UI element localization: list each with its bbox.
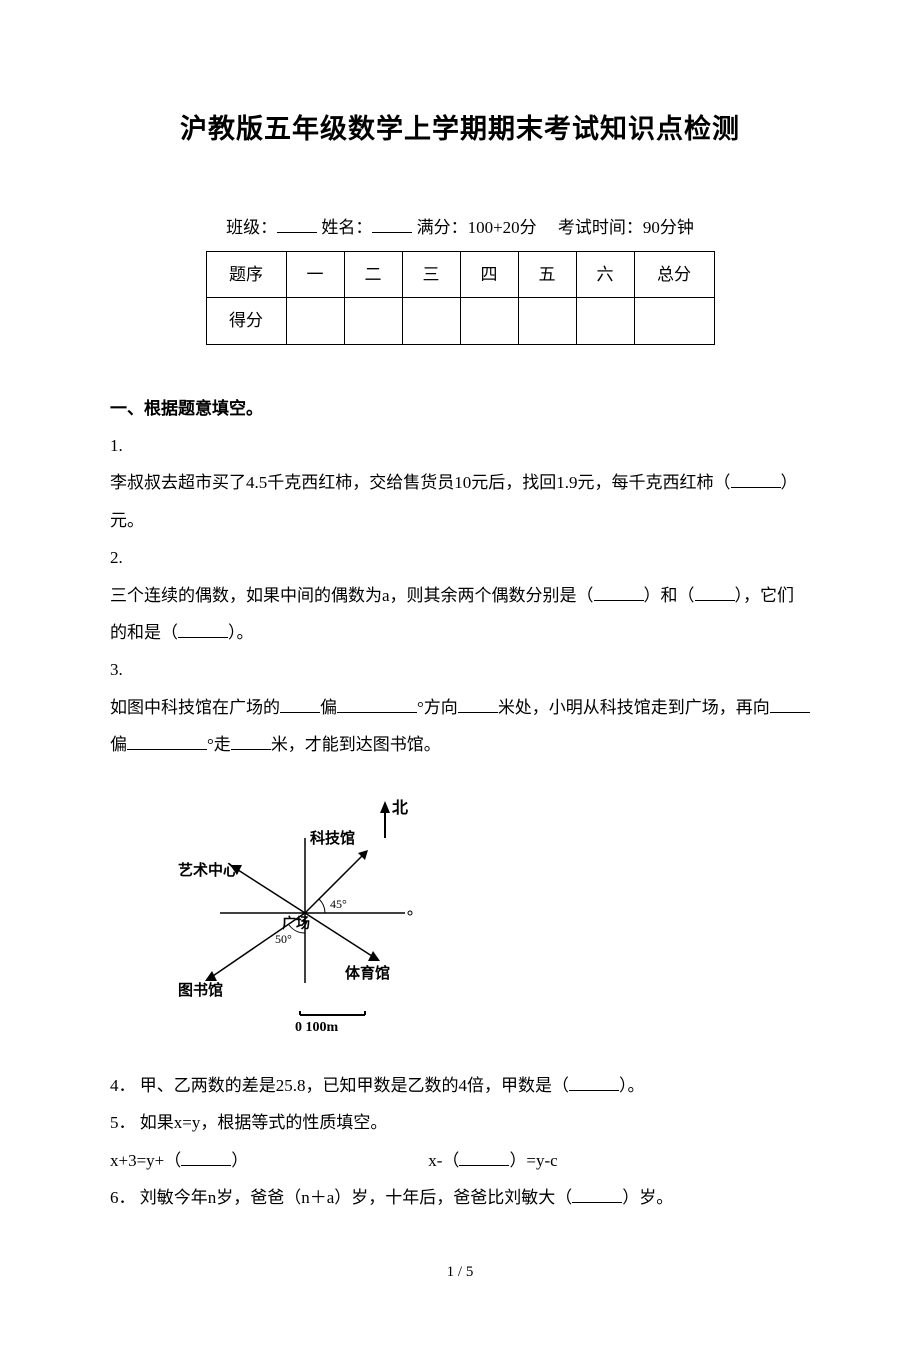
q2-blank-1 (594, 584, 644, 601)
q3-blank-2 (337, 696, 417, 713)
eq2-b: ）=y-c (509, 1151, 557, 1170)
fullscore-value: 100+20分 (468, 218, 537, 237)
q2-text-b: ）和（ (644, 586, 695, 605)
table-row: 得分 (206, 298, 714, 344)
q3-text-g: 米，才能到达图书馆。 (271, 735, 441, 754)
score-cell (634, 298, 714, 344)
table-row: 题序 一 二 三 四 五 六 总分 (206, 251, 714, 297)
question-5: 5． 如果x=y，根据等式的性质填空。 x+3=y+（ ） x-（ ）=y-c (110, 1104, 810, 1179)
eq2-a: x-（ (428, 1151, 459, 1170)
score-cell (402, 298, 460, 344)
question-1: 1. 李叔叔去超市买了4.5千克西红柿，交给售货员10元后，找回1.9元，每千克… (110, 427, 810, 539)
direction-diagram: 北 科技馆 艺术中心 体育馆 图书馆 45° 50° 广场 (160, 783, 810, 1056)
diagram-svg: 北 科技馆 艺术中心 体育馆 图书馆 45° 50° 广场 (160, 783, 440, 1043)
section-1-heading: 一、根据题意填空。 (110, 390, 810, 427)
header-label-cell: 题序 (206, 251, 286, 297)
plaza-label: 广场 (282, 915, 310, 932)
q3-text-a: 如图中科技馆在广场的 (110, 698, 280, 717)
q1-num: 1. (110, 427, 810, 464)
q4-blank (569, 1074, 619, 1091)
q3-blank-6 (231, 733, 271, 750)
q2-text-a: 三个连续的偶数，如果中间的偶数为a，则其余两个偶数分别是（ (110, 586, 594, 605)
q2-text-d: ）。 (228, 623, 254, 642)
q1-blank (731, 471, 781, 488)
tech-label: 科技馆 (310, 829, 355, 847)
score-cell (344, 298, 402, 344)
col-2: 二 (344, 251, 402, 297)
q2-blank-2 (695, 584, 735, 601)
score-cell (460, 298, 518, 344)
time-label: 考试时间： (558, 218, 643, 237)
col-5: 五 (518, 251, 576, 297)
col-1: 一 (286, 251, 344, 297)
q4-text-a: 甲、乙两数的差是25.8，已知甲数是乙数的4倍，甲数是（ (140, 1076, 569, 1095)
eq1-b: ） (231, 1151, 248, 1170)
class-blank (277, 216, 317, 233)
eq1-a: x+3=y+（ (110, 1151, 181, 1170)
q5-blank-1 (181, 1149, 231, 1166)
question-3: 3. 如图中科技馆在广场的偏°方向米处，小明从科技馆走到广场，再向偏°走米，才能… (110, 651, 810, 763)
q4-text-b: ）。 (619, 1076, 645, 1095)
col-6: 六 (576, 251, 634, 297)
q3-text-e: 偏 (110, 735, 127, 754)
q4-num: 4． (110, 1076, 136, 1095)
time-value: 90分钟 (643, 218, 694, 237)
north-label: 北 (392, 799, 408, 817)
fullscore-label: 满分： (417, 218, 468, 237)
q6-text-a: 刘敏今年n岁，爸爸（n＋a）岁，十年后，爸爸比刘敏大（ (140, 1188, 573, 1207)
q3-blank-1 (280, 696, 320, 713)
q5-eq1: x+3=y+（ ） (110, 1142, 248, 1179)
name-blank (372, 216, 412, 233)
q3-text-d: 米处，小明从科技馆走到广场，再向 (498, 698, 770, 717)
q3-blank-4 (770, 696, 810, 713)
q3-text-c: °方向 (417, 698, 458, 717)
gym-label: 体育馆 (345, 964, 390, 982)
angle-50: 50° (275, 932, 292, 946)
question-6: 6． 刘敏今年n岁，爸爸（n＋a）岁，十年后，爸爸比刘敏大（ ）岁。 (110, 1179, 810, 1216)
col-4: 四 (460, 251, 518, 297)
col-3: 三 (402, 251, 460, 297)
page-footer: 1 / 5 (110, 1256, 810, 1289)
q1-text-a: 李叔叔去超市买了4.5千克西红柿，交给售货员10元后，找回1.9元，每千克西红柿… (110, 473, 731, 492)
q6-blank (572, 1186, 622, 1203)
scale-label: 0 100m (295, 1020, 339, 1035)
q3-num: 3. (110, 651, 810, 688)
q2-blank-3 (178, 621, 228, 638)
q5-num: 5． (110, 1113, 136, 1132)
name-label: 姓名： (321, 218, 372, 237)
score-cell (576, 298, 634, 344)
q3-text-b: 偏 (320, 698, 337, 717)
q5-blank-2 (459, 1149, 509, 1166)
angle-45: 45° (330, 897, 347, 911)
score-label-cell: 得分 (206, 298, 286, 344)
class-label: 班级： (226, 218, 277, 237)
question-4: 4． 甲、乙两数的差是25.8，已知甲数是乙数的4倍，甲数是（ ）。 (110, 1067, 810, 1104)
q3-blank-5 (127, 733, 207, 750)
q5-text-a: 如果x=y，根据等式的性质填空。 (140, 1113, 388, 1132)
total-label-cell: 总分 (634, 251, 714, 297)
exam-info-line: 班级： 姓名： 满分：100+20分 考试时间：90分钟 (110, 209, 810, 246)
q2-num: 2. (110, 539, 810, 576)
exam-title: 沪教版五年级数学上学期期末考试知识点检测 (110, 100, 810, 159)
library-label: 图书馆 (178, 981, 223, 999)
q3-blank-3 (458, 696, 498, 713)
question-2: 2. 三个连续的偶数，如果中间的偶数为a，则其余两个偶数分别是（）和（），它们的… (110, 539, 810, 651)
art-label: 艺术中心 (178, 861, 238, 879)
q6-text-b: ）岁。 (622, 1188, 673, 1207)
q3-text-f: °走 (207, 735, 231, 754)
score-table: 题序 一 二 三 四 五 六 总分 得分 (206, 251, 715, 345)
score-cell (286, 298, 344, 344)
q6-num: 6． (110, 1188, 136, 1207)
score-cell (518, 298, 576, 344)
q5-eq2: x-（ ）=y-c (428, 1142, 557, 1179)
